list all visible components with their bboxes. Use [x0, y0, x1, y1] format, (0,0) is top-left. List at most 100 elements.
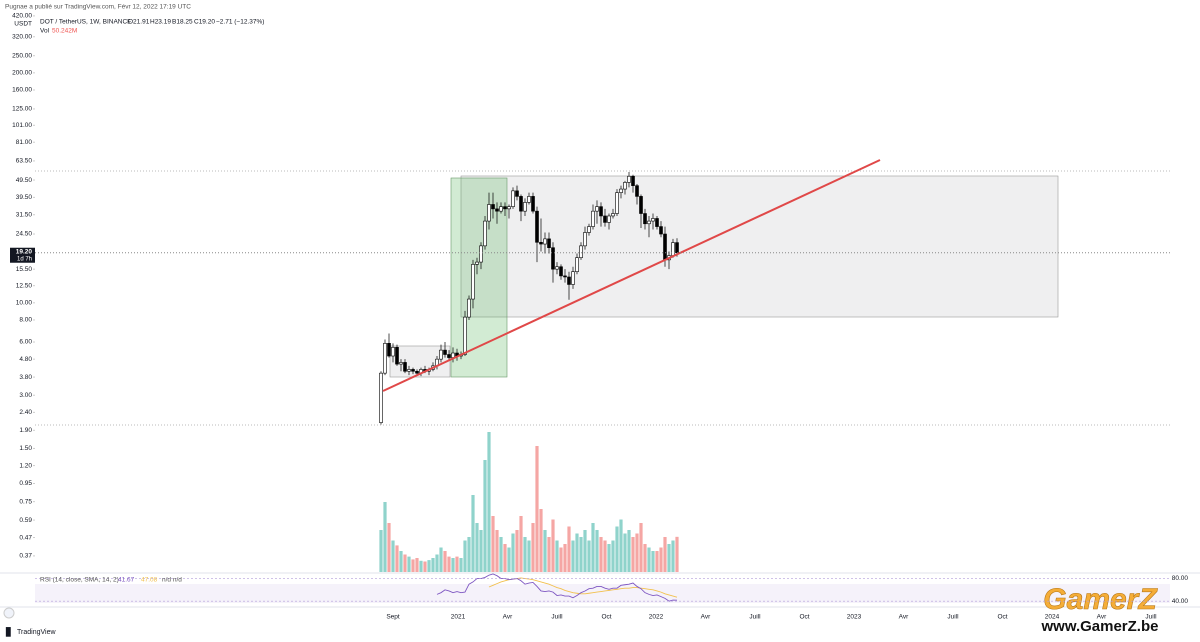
- ohlc-legend: C19.20: [194, 19, 215, 26]
- volume-bar: [547, 537, 551, 572]
- volume-bar: [623, 533, 627, 572]
- candle-body: [539, 241, 543, 245]
- y-tick-label: 31.50: [16, 211, 33, 218]
- volume-bar: [523, 537, 527, 572]
- candle-body: [671, 242, 675, 256]
- x-tick-label: 2023: [847, 614, 862, 621]
- volume-bar: [671, 540, 675, 572]
- candle-body: [631, 175, 635, 186]
- candle-body: [599, 206, 603, 217]
- x-tick-label: Oct: [997, 614, 1007, 621]
- candle-body: [479, 245, 483, 263]
- x-tick-label: Avr: [899, 614, 909, 621]
- candle-body: [655, 218, 659, 227]
- volume-bar: [563, 544, 567, 572]
- y-tick-label: 8.00: [19, 317, 32, 324]
- y-tick-label: 1.20: [19, 462, 32, 469]
- volume-bar: [579, 537, 583, 572]
- y-tick-label: 10.00: [16, 300, 33, 307]
- candle-body: [403, 362, 407, 372]
- volume-bar: [471, 495, 475, 572]
- volume-bar: [379, 530, 383, 572]
- y-tick-label: 1.50: [19, 445, 32, 452]
- rsi-sma-line: [488, 577, 678, 598]
- volume-bar: [531, 523, 535, 572]
- volume-bar: [647, 547, 651, 572]
- y-unit: USDT: [14, 21, 32, 28]
- price-tag-countdown: 1d 7h: [17, 256, 32, 262]
- volume-bar: [543, 530, 547, 572]
- candle-body: [555, 266, 559, 270]
- y-tick-label: 12.50: [16, 282, 33, 289]
- volume-bar: [419, 560, 423, 572]
- candle-body: [511, 190, 515, 207]
- volume-legend-value: 50.242M: [52, 28, 77, 35]
- volume-bar: [643, 544, 647, 572]
- volume-bar: [407, 556, 411, 572]
- candle-body: [499, 206, 503, 212]
- volume-bar: [567, 526, 571, 572]
- candle-body: [659, 226, 663, 235]
- y-tick-label: 6.00: [19, 339, 32, 346]
- volume-bar: [383, 502, 387, 572]
- candle-body: [399, 362, 403, 365]
- volume-bar: [399, 551, 403, 572]
- volume-bar: [603, 540, 607, 572]
- candle-body: [519, 196, 523, 212]
- volume-bar: [503, 544, 507, 572]
- x-tick-label: 2021: [451, 614, 466, 621]
- candle-body: [591, 210, 595, 227]
- y-tick-label: 101.00: [12, 122, 32, 129]
- ohlc-legend: −2.71 (−12.37%): [216, 19, 264, 26]
- y-tick-label: 125.00: [12, 106, 32, 113]
- y-tick-label: 15.50: [16, 266, 33, 273]
- candle-body: [619, 188, 623, 193]
- x-tick-label: Sept: [386, 614, 400, 621]
- candle-body: [547, 238, 551, 249]
- candle-body: [583, 232, 587, 247]
- candle-body: [463, 316, 467, 355]
- volume-bar: [487, 432, 491, 572]
- volume-bar: [591, 523, 595, 572]
- range-box: [460, 175, 1059, 318]
- x-tick-label: Avr: [1097, 614, 1107, 621]
- symbol: DOT / TetherUS, 1W, BINANCE: [40, 19, 132, 26]
- candle-body: [639, 196, 643, 214]
- volume-bar: [659, 547, 663, 572]
- y-tick-label: 250.00: [12, 52, 32, 59]
- rsi-legend: RSI (14, close, SMA, 14, 2): [40, 577, 119, 584]
- candle-body: [475, 261, 479, 265]
- volume-bar: [595, 530, 599, 572]
- candle-body: [383, 343, 387, 374]
- x-tick-label: Juill: [947, 614, 959, 621]
- rsi-legend-sma: 47.08: [141, 577, 158, 584]
- volume-bar: [611, 540, 615, 572]
- rsi-tick-label: 80.00: [1172, 575, 1189, 582]
- candle-body: [643, 213, 647, 225]
- volume-bar: [627, 530, 631, 572]
- volume-bar: [639, 523, 643, 572]
- candle-body: [391, 347, 395, 357]
- volume-bar: [499, 537, 503, 572]
- y-tick-label: 49.50: [16, 177, 33, 184]
- candle-body: [503, 206, 507, 210]
- y-tick-label: 63.50: [16, 158, 33, 165]
- volume-bar: [559, 547, 563, 572]
- volume-bar: [519, 516, 523, 572]
- volume-bar: [395, 545, 399, 572]
- watermark-brand: GamerZ: [1043, 583, 1158, 616]
- candle-body: [651, 218, 655, 222]
- x-tick-label: Juill: [749, 614, 761, 621]
- timezone-button[interactable]: [3, 607, 15, 619]
- volume-bar: [435, 554, 439, 572]
- y-tick-label: 0.75: [19, 498, 32, 505]
- volume-bar: [667, 544, 671, 572]
- volume-bar: [447, 556, 451, 572]
- x-tick-label: Juill: [551, 614, 563, 621]
- volume-bar: [527, 540, 531, 572]
- volume-bar: [655, 551, 659, 572]
- candle-body: [531, 196, 535, 212]
- candle-body: [675, 242, 679, 254]
- candle-body: [523, 202, 527, 212]
